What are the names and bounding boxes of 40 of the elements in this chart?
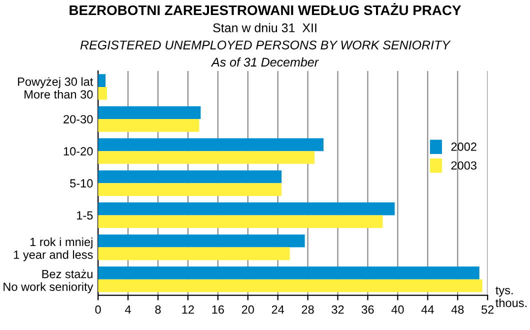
x-tick-label: 44	[421, 306, 434, 314]
x-axis-title: tys. thous.	[496, 286, 526, 308]
x-tick-label: 16	[212, 305, 224, 314]
x-tick-label: 8	[155, 305, 161, 314]
y-tick-label: 1 rok i mniej 1 year and less	[14, 237, 93, 262]
x-tick-label: 52	[482, 305, 494, 314]
y-tick-label: 5-10	[70, 179, 93, 188]
x-tick-label: 48	[451, 305, 464, 314]
chart-title: BEZROBOTNI ZAREJESTROWANI WEDŁUG STAŻU PRACY	[70, 3, 462, 16]
bar	[98, 266, 480, 280]
y-tick-label: Bez stażu No work seniority	[4, 270, 94, 294]
legend-label: 2003	[451, 161, 476, 170]
bar	[98, 247, 290, 260]
x-tick-label: 0	[95, 305, 101, 314]
x-tick-label: 40	[391, 305, 404, 314]
y-tick-label: Powyżej 30 lat More than 30	[18, 77, 94, 99]
y-tick-label: 1-5	[77, 211, 93, 220]
bar	[98, 151, 315, 164]
x-tick-label: 24	[272, 305, 284, 314]
bar	[98, 234, 305, 248]
x-tick-label: 12	[182, 305, 194, 314]
bar	[98, 202, 395, 216]
x-tick-label: 20	[242, 305, 254, 314]
bar	[98, 86, 108, 100]
bar	[98, 106, 201, 120]
x-tick-label: 36	[362, 305, 374, 314]
bar	[98, 119, 200, 132]
bar	[98, 170, 282, 184]
bar	[98, 215, 383, 228]
x-tick-label: 28	[302, 305, 314, 314]
bar	[98, 138, 324, 152]
x-tick-label: 4	[125, 306, 131, 314]
bar	[98, 279, 482, 292]
legend-label: 2002	[451, 142, 476, 151]
y-tick-label: 20-30	[64, 115, 93, 124]
chart-subtitle: Stan w dniu 31 XII REGISTERED UNEMPLOYED PERSONS BY WORK SENIORITY As of 31 December	[80, 23, 451, 67]
bar	[98, 74, 106, 87]
y-tick-label: 10-20	[64, 147, 93, 156]
x-tick-label: 32	[332, 305, 344, 314]
bar	[98, 183, 282, 196]
